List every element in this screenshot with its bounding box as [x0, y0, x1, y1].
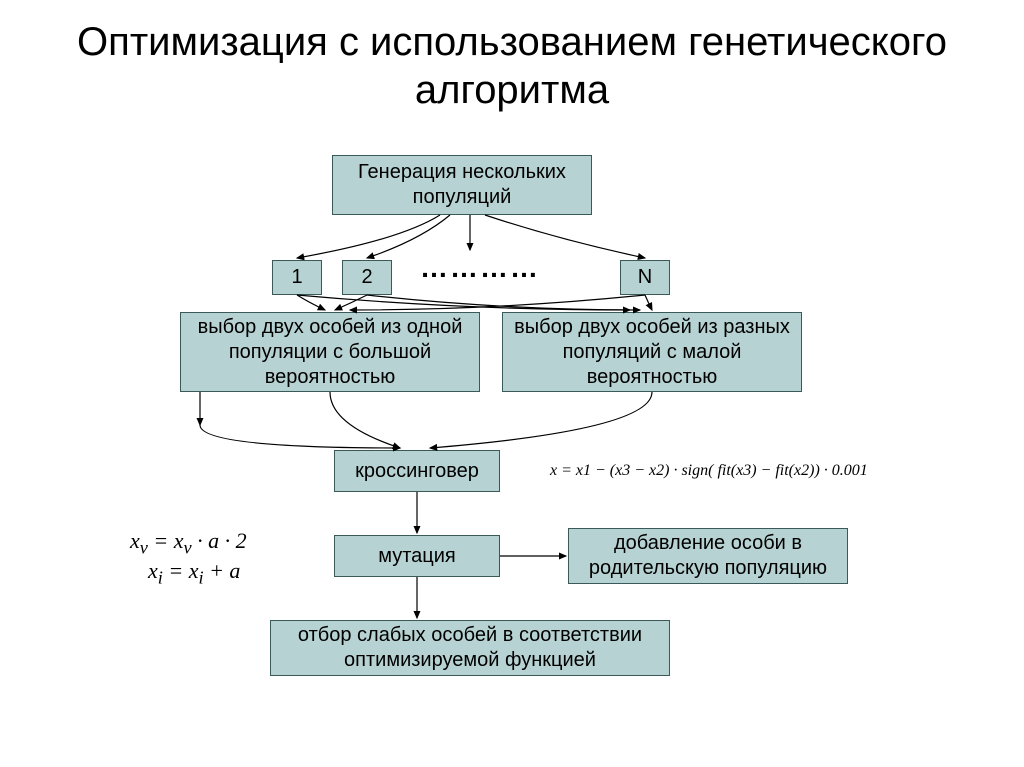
box-popN: N	[620, 260, 670, 295]
box-generation-text: Генерация нескольких популяций	[339, 160, 585, 210]
page-title: Оптимизация с использованием генетическо…	[0, 0, 1024, 114]
mutation-formula-1: xv = xv · a · 2	[130, 528, 247, 558]
box-pop2-text: 2	[361, 265, 372, 290]
box-mutation: мутация	[334, 535, 500, 577]
crossover-formula: x = x1 − (x3 − x2) · sign( fit(x3) − fit…	[550, 462, 868, 480]
box-add-parent: добавление особи в родительскую популяци…	[568, 528, 848, 584]
box-select-low-prob: выбор двух особей из разных популяций с …	[502, 312, 802, 392]
box-select-high-prob: выбор двух особей из одной популяции с б…	[180, 312, 480, 392]
box-select-high-prob-text: выбор двух особей из одной популяции с б…	[187, 315, 473, 390]
box-selection: отбор слабых особей в соответствии оптим…	[270, 620, 670, 676]
box-pop1: 1	[272, 260, 322, 295]
box-selection-text: отбор слабых особей в соответствии оптим…	[277, 623, 663, 673]
population-ellipsis: …………	[420, 252, 540, 284]
box-crossover-text: кроссинговер	[355, 459, 479, 484]
box-generation: Генерация нескольких популяций	[332, 155, 592, 215]
box-crossover: кроссинговер	[334, 450, 500, 492]
box-popN-text: N	[638, 265, 652, 290]
box-add-parent-text: добавление особи в родительскую популяци…	[575, 531, 841, 581]
box-pop1-text: 1	[291, 265, 302, 290]
box-select-low-prob-text: выбор двух особей из разных популяций с …	[509, 315, 795, 390]
mutation-formula-2: xi = xi + a	[148, 558, 240, 588]
box-mutation-text: мутация	[378, 544, 456, 569]
box-pop2: 2	[342, 260, 392, 295]
